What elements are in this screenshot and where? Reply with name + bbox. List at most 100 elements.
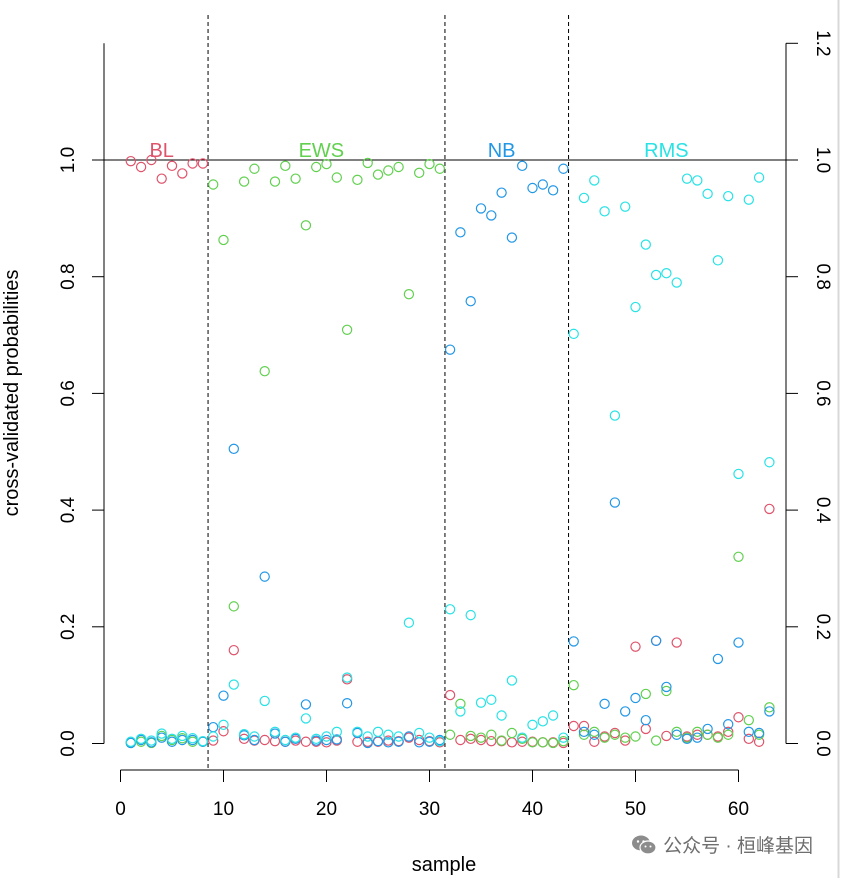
- point: [671, 277, 682, 288]
- point: [455, 227, 466, 238]
- point: [341, 324, 353, 335]
- point: [496, 187, 507, 198]
- point: [207, 731, 219, 742]
- point: [558, 163, 569, 174]
- point: [712, 255, 724, 266]
- point: [578, 729, 590, 740]
- wechat-icon: [632, 835, 657, 855]
- point: [547, 710, 559, 721]
- point: [506, 232, 518, 243]
- point: [218, 234, 229, 246]
- y-tick-label-left: 0.4: [58, 496, 79, 523]
- point: [475, 697, 487, 708]
- point: [486, 210, 497, 221]
- point: [764, 702, 775, 713]
- point: [455, 706, 466, 717]
- point: [166, 160, 178, 172]
- point: [372, 735, 384, 747]
- point: [331, 734, 342, 745]
- watermark-text: 公众号 · 桓峰基因: [663, 836, 813, 857]
- point: [568, 328, 579, 340]
- point: [506, 737, 518, 748]
- point: [218, 719, 229, 731]
- point: [609, 729, 621, 740]
- point: [475, 203, 487, 214]
- y-tick-label-right: 1.2: [812, 30, 833, 56]
- point: [331, 726, 342, 738]
- point: [640, 723, 652, 735]
- point: [280, 734, 291, 746]
- point: [496, 735, 507, 746]
- group-label-rms: RMS: [644, 140, 688, 162]
- point: [207, 721, 219, 733]
- point: [506, 727, 518, 739]
- point: [517, 160, 528, 172]
- point: [650, 269, 662, 281]
- point: [527, 737, 538, 748]
- point: [414, 737, 425, 748]
- point: [444, 344, 456, 355]
- point: [578, 726, 590, 738]
- point: [517, 736, 528, 747]
- point: [444, 604, 456, 615]
- series-nb: [125, 160, 775, 749]
- point: [269, 726, 281, 738]
- point: [650, 735, 662, 746]
- point: [238, 733, 250, 745]
- point: [424, 158, 435, 170]
- point: [331, 172, 342, 183]
- y-tick-label-right: 0.8: [812, 263, 833, 289]
- point: [568, 720, 579, 732]
- point: [723, 726, 734, 738]
- point: [558, 735, 569, 747]
- y-tick-label-left: 0.8: [58, 263, 79, 289]
- point: [630, 641, 641, 652]
- point: [383, 729, 394, 740]
- point: [465, 609, 476, 621]
- x-axis-title: sample: [412, 854, 476, 876]
- point: [197, 735, 209, 747]
- point: [135, 161, 147, 173]
- y-tick-label-right: 0.0: [812, 730, 833, 756]
- point: [609, 410, 621, 421]
- y-axis-title: cross-validated probabilities: [1, 270, 23, 517]
- point: [620, 201, 631, 212]
- point: [218, 726, 229, 737]
- point: [537, 716, 549, 727]
- point: [599, 698, 610, 710]
- point: [156, 728, 167, 739]
- point: [743, 194, 755, 205]
- point: [620, 735, 631, 746]
- point: [558, 732, 569, 743]
- point: [650, 635, 662, 647]
- point: [300, 220, 312, 231]
- point: [743, 714, 755, 726]
- point: [207, 735, 219, 746]
- point: [640, 688, 652, 700]
- point: [352, 726, 363, 738]
- point: [166, 733, 178, 745]
- x-tick-label: 20: [316, 799, 337, 820]
- point: [733, 712, 744, 723]
- point: [259, 571, 270, 582]
- y-tick-label-right: 0.4: [812, 497, 833, 524]
- point: [207, 179, 219, 190]
- point: [228, 443, 239, 455]
- point: [177, 734, 188, 746]
- point: [506, 675, 518, 686]
- point: [228, 679, 239, 690]
- point: [630, 301, 641, 313]
- point: [300, 713, 312, 724]
- point: [321, 158, 332, 170]
- point: [362, 157, 373, 169]
- point: [249, 731, 260, 742]
- point: [702, 729, 713, 740]
- point: [259, 734, 270, 746]
- point: [125, 155, 137, 167]
- point: [465, 730, 476, 742]
- point: [187, 733, 198, 744]
- point: [238, 176, 250, 187]
- y-tick-label-left: 0.0: [58, 730, 79, 756]
- point: [764, 503, 775, 515]
